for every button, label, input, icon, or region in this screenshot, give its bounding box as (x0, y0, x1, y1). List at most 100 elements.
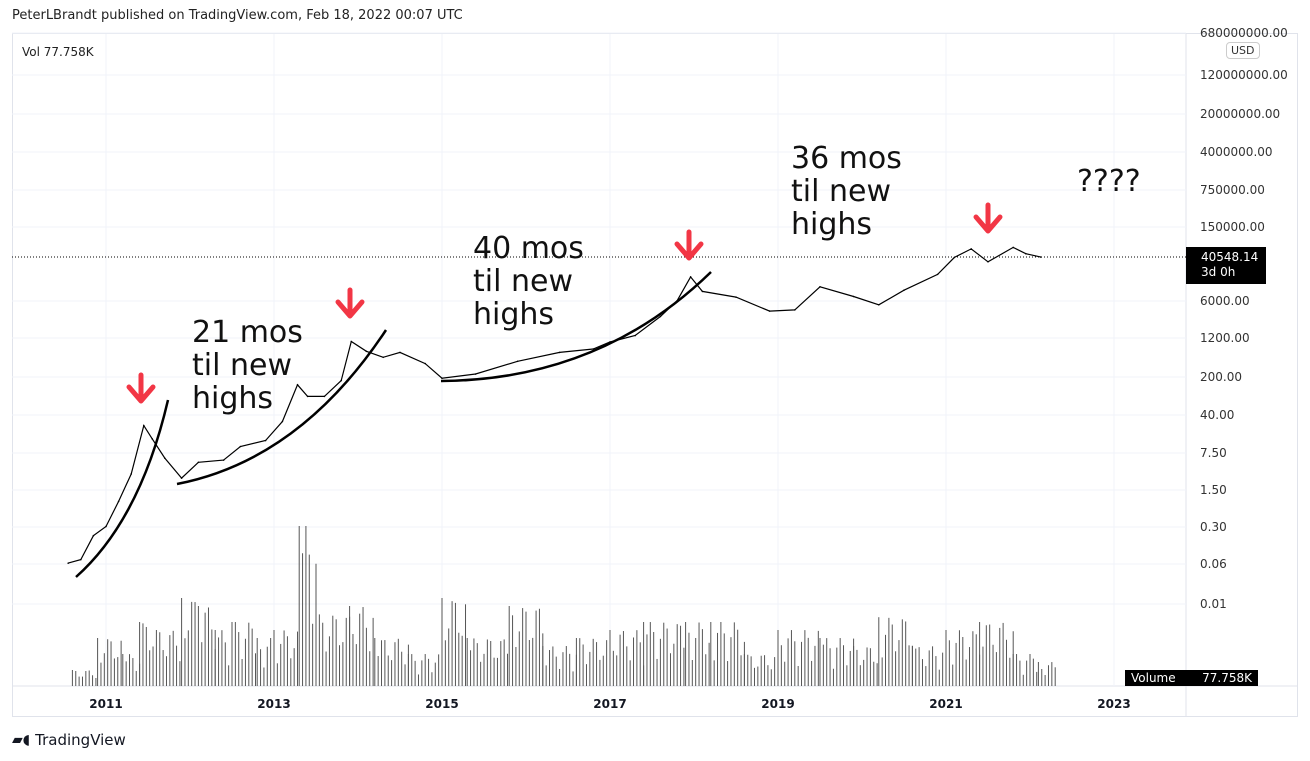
bar-countdown: 3d 0h (1201, 265, 1236, 279)
volume-value: 77.758K (1202, 671, 1252, 685)
price-point (819, 286, 821, 288)
last-price-label: 40548.14 3d 0h (1186, 247, 1266, 284)
y-tick-label: 680000000.00 (1200, 26, 1288, 40)
price-point (80, 558, 82, 561)
price-point (399, 351, 401, 354)
price-point (689, 276, 692, 278)
price-point (558, 351, 561, 354)
curve-2013 (176, 329, 388, 486)
x-tick-label: 2011 (89, 697, 122, 711)
curve-2017 (440, 271, 712, 383)
y-tick-label: 4000000.00 (1200, 145, 1273, 159)
price-point (197, 461, 200, 464)
annotation-line: 36 mos (791, 141, 902, 176)
price-point (701, 290, 704, 293)
down-arrow-icon (674, 241, 704, 261)
x-tick-label: 2021 (929, 697, 962, 711)
down-arrow-icon (973, 214, 1003, 234)
price-point (296, 383, 299, 386)
price-point (105, 525, 107, 528)
price-point (1025, 252, 1027, 255)
price-point (67, 562, 69, 564)
price-point (768, 310, 771, 312)
annotation-line: 21 mos (192, 315, 303, 350)
price-point (852, 295, 855, 298)
y-tick-label: 7.50 (1200, 446, 1227, 460)
y-tick-label: 150000.00 (1200, 220, 1265, 234)
price-point (987, 260, 989, 263)
y-tick-label: 200.00 (1200, 370, 1242, 384)
price-point (180, 477, 183, 479)
price-point (516, 360, 519, 363)
y-tick-label: 120000000.00 (1200, 68, 1288, 82)
y-tick-label: 1.50 (1200, 483, 1227, 497)
x-tick-label: 2015 (425, 697, 458, 711)
price-point (222, 459, 225, 461)
y-tick-label: 0.30 (1200, 520, 1227, 534)
price-point (151, 438, 153, 440)
price-point (1012, 246, 1014, 249)
price-point (264, 439, 267, 442)
tradingview-logo[interactable]: ▰◖ TradingView (12, 731, 126, 749)
price-point (239, 445, 242, 448)
annotation-21-mos[interactable]: 21 mos til new highs (192, 316, 303, 415)
price-point (350, 340, 353, 343)
price-point (117, 500, 120, 503)
currency-button[interactable]: USD (1226, 42, 1260, 59)
annotation-40-mos[interactable]: 40 mos til new highs (473, 232, 584, 331)
annotation-line: highs (473, 297, 555, 332)
x-tick-label: 2017 (593, 697, 626, 711)
y-tick-label: 750000.00 (1200, 183, 1265, 197)
price-point (92, 534, 95, 537)
price-point (424, 362, 427, 365)
price-point (382, 356, 385, 359)
y-tick-label: 40.00 (1200, 408, 1234, 422)
price-point (659, 315, 662, 318)
volume-title: Volume (1131, 671, 1176, 685)
x-tick-label: 2023 (1097, 697, 1130, 711)
annotation-line: 40 mos (473, 231, 584, 266)
logo-text: TradingView (35, 731, 126, 749)
down-arrow-icon (335, 299, 365, 319)
price-point (306, 395, 309, 398)
tradingview-logo-icon: ▰◖ (12, 732, 31, 748)
publish-header: PeterLBrandt published on TradingView.co… (12, 8, 463, 23)
price-point (441, 377, 443, 379)
down-arrow-icon (126, 384, 156, 404)
price-point (365, 350, 368, 353)
price-point (1040, 256, 1042, 258)
x-tick-label: 2019 (761, 697, 794, 711)
y-tick-label: 0.06 (1200, 557, 1227, 571)
price-point (281, 420, 284, 423)
price-point (340, 379, 343, 382)
price-point (970, 248, 972, 250)
annotation-line: highs (791, 207, 873, 242)
y-tick-label: 6000.00 (1200, 294, 1250, 308)
annotation-36-mos[interactable]: 36 mos til new highs (791, 142, 902, 241)
y-tick-label: 1200.00 (1200, 331, 1250, 345)
x-tick-label: 2013 (257, 697, 290, 711)
price-point (474, 373, 477, 375)
price-point (735, 296, 737, 298)
volume-label: Volume 77.758K (1125, 670, 1258, 686)
annotation-line: til new (473, 264, 573, 299)
price-point (130, 473, 132, 475)
price-point (323, 395, 326, 398)
price-point (592, 348, 594, 350)
price-point (936, 273, 939, 276)
annotation-question[interactable]: ???? (1077, 164, 1141, 199)
annotation-line: highs (192, 381, 274, 416)
price-point (143, 424, 145, 427)
price-point (903, 289, 905, 291)
price-point (953, 256, 956, 259)
y-tick-label: 0.01 (1200, 597, 1227, 611)
y-tick-label: 20000000.00 (1200, 107, 1280, 121)
curve-2011 (75, 399, 170, 578)
volume-legend: Vol 77.758K (22, 45, 94, 59)
price-point (634, 334, 636, 337)
annotation-line: til new (192, 348, 292, 383)
price-point (878, 304, 880, 306)
last-price: 40548.14 (1201, 250, 1259, 264)
annotation-line: til new (791, 174, 891, 209)
